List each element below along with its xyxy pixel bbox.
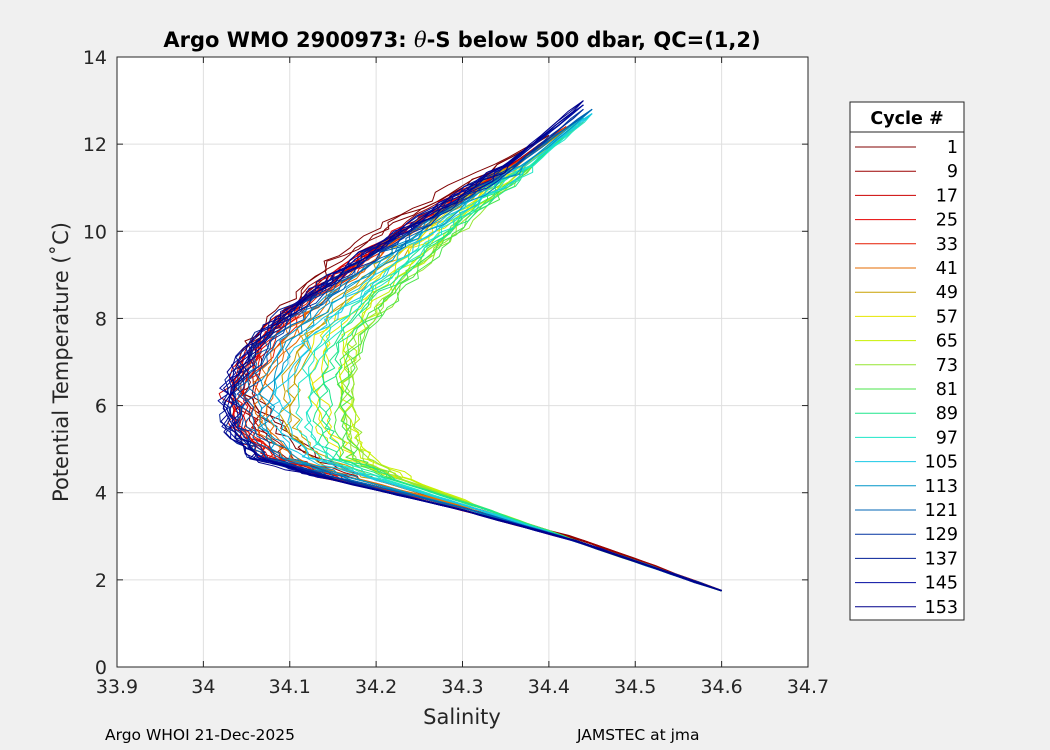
- legend-label: 121: [925, 501, 958, 521]
- legend-label: 57: [936, 307, 958, 327]
- legend-label: 33: [936, 235, 958, 255]
- legend: Cycle # 1 9 17 25 33 41 49 57 65 73 81 89 97 105 113 12…: [849, 101, 965, 621]
- data-series: [217, 100, 722, 592]
- legend-box: [849, 101, 965, 621]
- chart-title-suffix: -S below 500 dbar, QC=(1,2): [427, 28, 761, 52]
- y-tick-label: 0: [95, 657, 107, 679]
- legend-label: 49: [936, 283, 958, 303]
- legend-label: 89: [936, 404, 958, 424]
- x-tick-label: 34.6: [700, 676, 742, 698]
- y-tick-label: 14: [83, 47, 107, 69]
- legend-label: 97: [936, 428, 958, 448]
- y-axis-label: Potential Temperature (˚C): [49, 222, 73, 502]
- legend-label: 129: [925, 525, 958, 545]
- x-tick-label: 34.2: [355, 676, 397, 698]
- legend-label: 137: [925, 549, 958, 569]
- legend-label: 25: [936, 211, 958, 231]
- x-tick-label: 34.3: [441, 676, 483, 698]
- legend-title: Cycle #: [870, 109, 943, 129]
- series-line-cycle-153: [229, 100, 722, 592]
- legend-label: 9: [947, 162, 958, 182]
- footer-left-text: Argo WHOI 21-Dec-2025: [105, 726, 295, 744]
- legend-label: 17: [936, 186, 958, 206]
- series-line-cycle-89: [323, 117, 722, 592]
- y-tick-label: 2: [95, 570, 107, 592]
- footer-right-text: JAMSTEC at jma: [577, 726, 700, 744]
- legend-label: 81: [936, 380, 958, 400]
- series-line-cycle-153: [222, 100, 722, 592]
- chart-title: Argo WMO 2900973: θ-S below 500 dbar, QC…: [163, 28, 760, 52]
- y-tick-label: 12: [83, 134, 107, 156]
- chart-title-theta: θ: [414, 28, 427, 52]
- x-tick-label: 34.1: [269, 676, 311, 698]
- x-tick-label: 33.9: [96, 676, 138, 698]
- y-tick-label: 6: [95, 396, 107, 418]
- legend-items: 1 9 17 25 33 41 49 57 65 73 81 89 97 105 113 121 129 137 1…: [855, 138, 958, 618]
- x-tick-label: 34.7: [787, 676, 829, 698]
- x-axis-ticks: 33.9 34 34.1 34.2 34.3 34.4 34.5 34.6 34.7: [96, 57, 829, 698]
- y-axis-ticks: 0 2 4 6 8 10 12 14: [83, 47, 808, 679]
- x-tick-label: 34.4: [528, 676, 570, 698]
- legend-label: 105: [925, 453, 958, 473]
- legend-label: 1: [947, 138, 958, 158]
- legend-label: 153: [925, 598, 958, 618]
- y-tick-label: 10: [83, 221, 107, 243]
- y-tick-label: 4: [95, 483, 107, 505]
- legend-label: 65: [936, 332, 958, 352]
- x-tick-label: 34: [191, 676, 215, 698]
- chart-title-prefix: Argo WMO 2900973:: [163, 28, 414, 52]
- x-axis-label: Salinity: [423, 705, 501, 729]
- plot-frame: [116, 56, 809, 668]
- legend-label: 145: [925, 574, 958, 594]
- x-tick-label: 34.5: [614, 676, 656, 698]
- legend-label: 113: [925, 477, 958, 497]
- legend-label: 41: [936, 259, 958, 279]
- y-tick-label: 8: [95, 308, 107, 330]
- series-line-cycle-89: [318, 117, 722, 592]
- legend-label: 73: [936, 356, 958, 376]
- series-line-cycle-105: [282, 113, 722, 592]
